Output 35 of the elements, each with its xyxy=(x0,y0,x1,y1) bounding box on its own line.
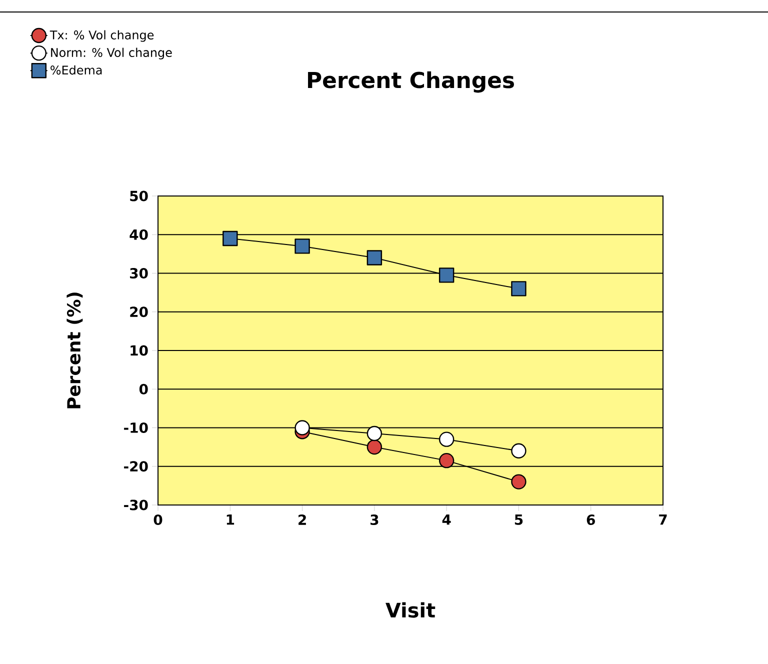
y-tick-label: 0 xyxy=(139,384,148,394)
point xyxy=(511,281,526,296)
point xyxy=(438,268,454,283)
point xyxy=(366,439,382,455)
y-tick-label: 10 xyxy=(130,345,148,356)
point xyxy=(438,452,454,468)
y-tick-label: 20 xyxy=(130,306,148,318)
point xyxy=(511,474,526,490)
point xyxy=(366,250,382,266)
x-tick-label: 3 xyxy=(370,514,378,526)
y-axis-title: Percent (%) xyxy=(66,292,83,408)
x-tick-label: 2 xyxy=(298,514,306,525)
x-tick-label: 6 xyxy=(586,514,595,526)
x-tick-label: 0 xyxy=(154,514,162,526)
point xyxy=(438,432,454,447)
legend-label: Norm: % Vol change xyxy=(51,48,172,60)
x-tick-label: 4 xyxy=(442,514,451,525)
x-axis-title: Visit xyxy=(386,602,436,618)
point xyxy=(366,426,382,442)
x-tick-label: 1 xyxy=(226,514,234,525)
x-tick-label: 7 xyxy=(659,514,667,525)
y-tick-label: -30 xyxy=(124,500,148,510)
legend-label: %Edema xyxy=(50,65,102,75)
point xyxy=(294,420,310,436)
y-tick-label: 30 xyxy=(130,268,148,279)
point xyxy=(222,230,238,246)
legend-label: Tx: % Vol change xyxy=(50,30,154,42)
y-tick-label: -10 xyxy=(124,422,148,434)
y-tick-label: 50 xyxy=(130,190,148,202)
y-tick-label: 40 xyxy=(130,229,148,240)
y-tick-label: -20 xyxy=(124,461,148,472)
point xyxy=(511,443,526,459)
point xyxy=(294,238,310,254)
chart-title: Percent Changes xyxy=(308,71,514,93)
x-tick-label: 5 xyxy=(514,514,523,525)
